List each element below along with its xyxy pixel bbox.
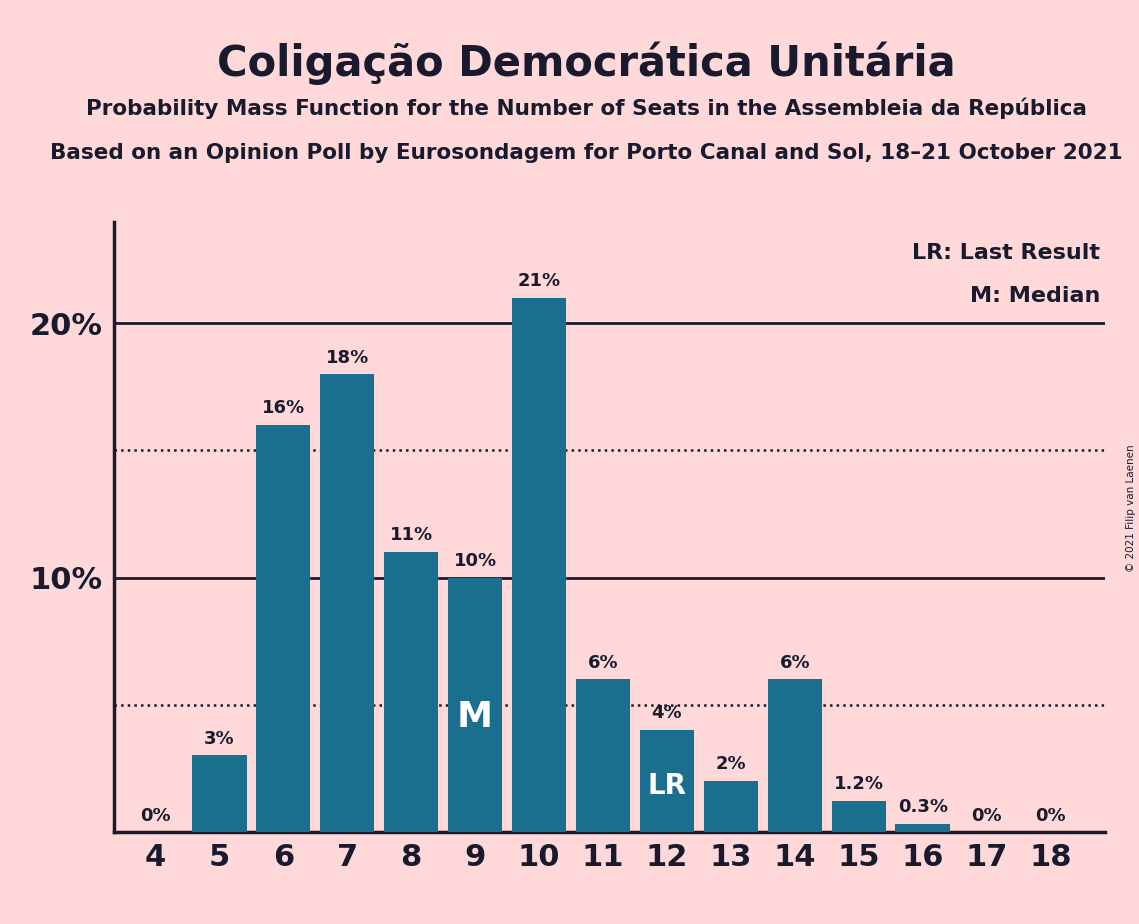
Bar bbox=[704, 781, 757, 832]
Text: 10%: 10% bbox=[453, 552, 497, 570]
Text: 6%: 6% bbox=[779, 653, 810, 672]
Text: 18%: 18% bbox=[326, 348, 369, 367]
Bar bbox=[320, 374, 375, 832]
Bar bbox=[768, 679, 822, 832]
Text: M: Median: M: Median bbox=[969, 286, 1100, 306]
Text: 0.3%: 0.3% bbox=[898, 798, 948, 817]
Text: 11%: 11% bbox=[390, 527, 433, 544]
Bar bbox=[384, 553, 439, 832]
Text: 21%: 21% bbox=[517, 273, 560, 290]
Text: 3%: 3% bbox=[204, 730, 235, 748]
Bar bbox=[640, 730, 694, 832]
Bar bbox=[192, 756, 246, 832]
Text: Based on an Opinion Poll by Eurosondagem for Porto Canal and Sol, 18–21 October : Based on an Opinion Poll by Eurosondagem… bbox=[50, 143, 1123, 164]
Bar bbox=[895, 824, 950, 832]
Text: © 2021 Filip van Laenen: © 2021 Filip van Laenen bbox=[1126, 444, 1136, 572]
Bar bbox=[511, 298, 566, 832]
Bar bbox=[831, 801, 886, 832]
Text: LR: Last Result: LR: Last Result bbox=[912, 243, 1100, 263]
Bar bbox=[256, 425, 311, 832]
Text: Coligação Democrática Unitária: Coligação Democrática Unitária bbox=[218, 42, 956, 85]
Text: 16%: 16% bbox=[262, 399, 305, 418]
Text: 2%: 2% bbox=[715, 755, 746, 773]
Bar bbox=[448, 578, 502, 832]
Text: 0%: 0% bbox=[972, 808, 1002, 825]
Text: LR: LR bbox=[647, 772, 687, 800]
Text: M: M bbox=[457, 700, 493, 735]
Text: 4%: 4% bbox=[652, 704, 682, 723]
Text: 0%: 0% bbox=[1035, 808, 1066, 825]
Text: 0%: 0% bbox=[140, 808, 171, 825]
Text: 6%: 6% bbox=[588, 653, 618, 672]
Bar bbox=[576, 679, 630, 832]
Text: Probability Mass Function for the Number of Seats in the Assembleia da República: Probability Mass Function for the Number… bbox=[87, 97, 1087, 118]
Text: 1.2%: 1.2% bbox=[834, 775, 884, 794]
